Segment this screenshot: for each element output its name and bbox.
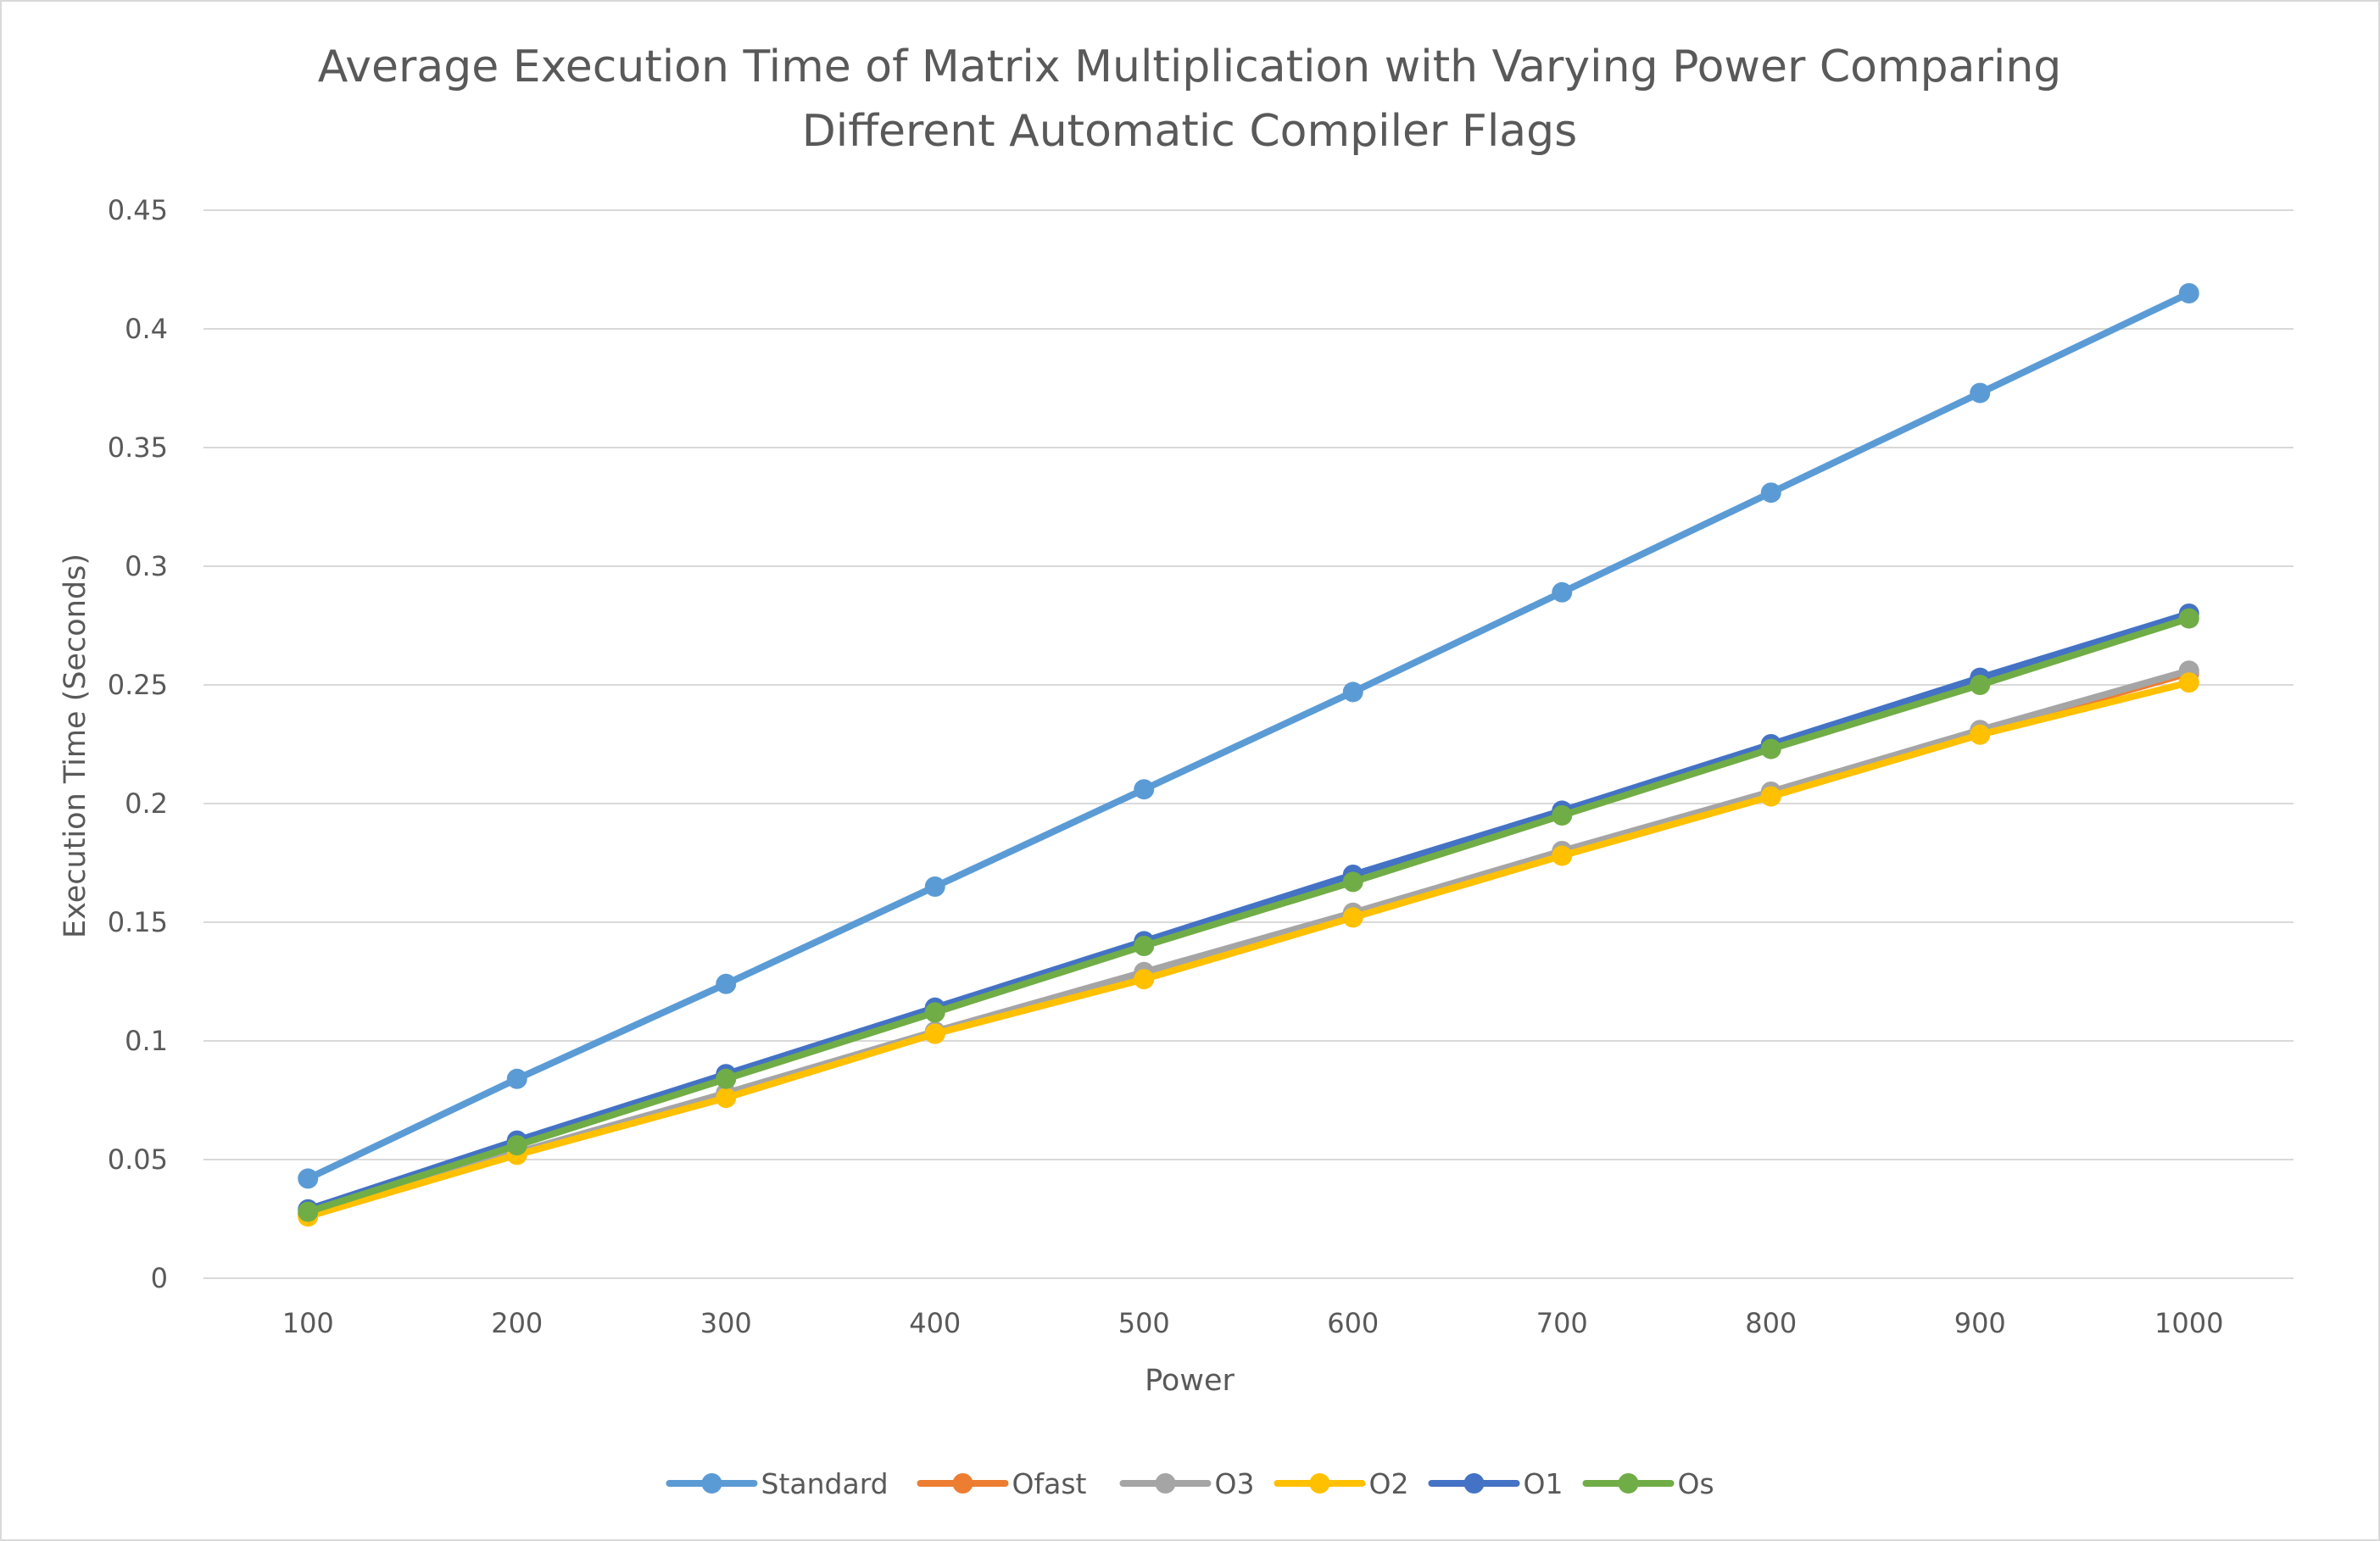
data-point bbox=[298, 1168, 319, 1189]
legend-marker bbox=[1309, 1473, 1330, 1494]
data-point bbox=[1970, 724, 1991, 745]
series-line bbox=[304, 667, 2193, 1218]
x-tick-label: 700 bbox=[1536, 1307, 1588, 1339]
x-tick-label: 400 bbox=[909, 1307, 961, 1339]
data-point bbox=[1134, 969, 1155, 990]
x-tick-label: 1000 bbox=[2154, 1307, 2223, 1339]
y-tick-label: 0.35 bbox=[108, 431, 168, 464]
legend-item-standard: Standard bbox=[666, 1467, 889, 1500]
x-tick-label: 200 bbox=[491, 1307, 543, 1339]
legend-item-o2: O2 bbox=[1274, 1467, 1409, 1500]
series-line bbox=[304, 679, 2193, 1221]
x-axis-ticks: 100 200 300 400 500 600 700 800 900 1000 bbox=[282, 1307, 2224, 1339]
data-point bbox=[1342, 871, 1363, 893]
x-tick-label: 900 bbox=[1954, 1307, 2006, 1339]
data-point bbox=[1552, 805, 1573, 826]
data-point bbox=[2178, 608, 2199, 629]
data-point bbox=[1134, 936, 1155, 956]
x-tick-label: 600 bbox=[1327, 1307, 1379, 1339]
legend-label: O2 bbox=[1369, 1467, 1409, 1500]
data-point bbox=[2178, 672, 2199, 693]
data-point bbox=[1134, 779, 1155, 800]
legend-label: Standard bbox=[761, 1467, 889, 1500]
data-point bbox=[716, 973, 737, 994]
series-line bbox=[304, 610, 2193, 1213]
y-tick-label: 0.2 bbox=[125, 787, 168, 820]
data-point bbox=[506, 1135, 527, 1156]
series-line bbox=[304, 290, 2193, 1182]
legend-marker bbox=[1155, 1473, 1176, 1494]
y-axis-title: Execution Time (Seconds) bbox=[59, 554, 92, 938]
data-point bbox=[1970, 675, 1991, 695]
data-point bbox=[1760, 482, 1781, 503]
y-tick-label: 0 bbox=[151, 1262, 168, 1294]
x-tick-label: 300 bbox=[700, 1307, 752, 1339]
data-point bbox=[506, 1068, 527, 1089]
legend-item-ofast: Ofast bbox=[917, 1467, 1087, 1500]
y-tick-label: 0.25 bbox=[108, 669, 168, 701]
legend-marker bbox=[701, 1473, 722, 1494]
data-point bbox=[1342, 681, 1363, 703]
gridlines bbox=[203, 209, 2294, 1279]
y-tick-label: 0.4 bbox=[125, 313, 168, 345]
x-tick-label: 100 bbox=[282, 1307, 334, 1339]
y-tick-label: 0.3 bbox=[125, 550, 168, 582]
x-tick-label: 500 bbox=[1118, 1307, 1170, 1339]
data-point bbox=[2178, 283, 2199, 303]
legend-marker bbox=[1463, 1473, 1485, 1494]
legend-label: O3 bbox=[1215, 1467, 1255, 1500]
series-line bbox=[304, 615, 2193, 1216]
legend: Standard Ofast O3 O2 O1 Os bbox=[666, 1467, 1714, 1500]
y-tick-label: 0.05 bbox=[108, 1143, 168, 1176]
legend-label: Ofast bbox=[1012, 1467, 1087, 1500]
x-tick-label: 800 bbox=[1745, 1307, 1797, 1339]
legend-label: O1 bbox=[1524, 1467, 1563, 1500]
data-point bbox=[1552, 845, 1573, 866]
y-tick-label: 0.45 bbox=[108, 194, 168, 226]
y-tick-label: 0.15 bbox=[108, 906, 168, 938]
data-point bbox=[1342, 907, 1363, 928]
data-point bbox=[924, 1023, 945, 1044]
legend-label: Os bbox=[1678, 1467, 1714, 1500]
data-point bbox=[298, 1201, 319, 1222]
series-os bbox=[298, 608, 2199, 1222]
legend-item-os: Os bbox=[1582, 1467, 1714, 1500]
series-standard bbox=[298, 283, 2199, 1189]
x-axis-title: Power bbox=[1145, 1364, 1235, 1398]
data-point bbox=[1760, 738, 1781, 759]
series-lines bbox=[298, 283, 2199, 1227]
series-o2 bbox=[298, 672, 2199, 1227]
data-point bbox=[924, 876, 945, 897]
data-point bbox=[716, 1068, 737, 1089]
data-point bbox=[1970, 382, 1991, 403]
legend-marker bbox=[1618, 1473, 1639, 1494]
legend-item-o1: O1 bbox=[1428, 1467, 1563, 1500]
chart-title-line-2: Different Automatic Compiler Flags bbox=[802, 106, 1578, 157]
data-point bbox=[924, 1002, 945, 1023]
data-point bbox=[1552, 581, 1573, 603]
y-tick-label: 0.1 bbox=[125, 1025, 168, 1057]
y-axis-ticks: 0 0.05 0.1 0.15 0.2 0.25 0.3 0.35 0.4 0.45 bbox=[108, 194, 168, 1294]
data-point bbox=[1760, 786, 1781, 807]
legend-item-o3: O3 bbox=[1119, 1467, 1255, 1500]
chart-title-line-1: Average Execution Time of Matrix Multipl… bbox=[318, 42, 2062, 92]
data-point bbox=[716, 1088, 737, 1109]
legend-marker bbox=[952, 1473, 973, 1494]
